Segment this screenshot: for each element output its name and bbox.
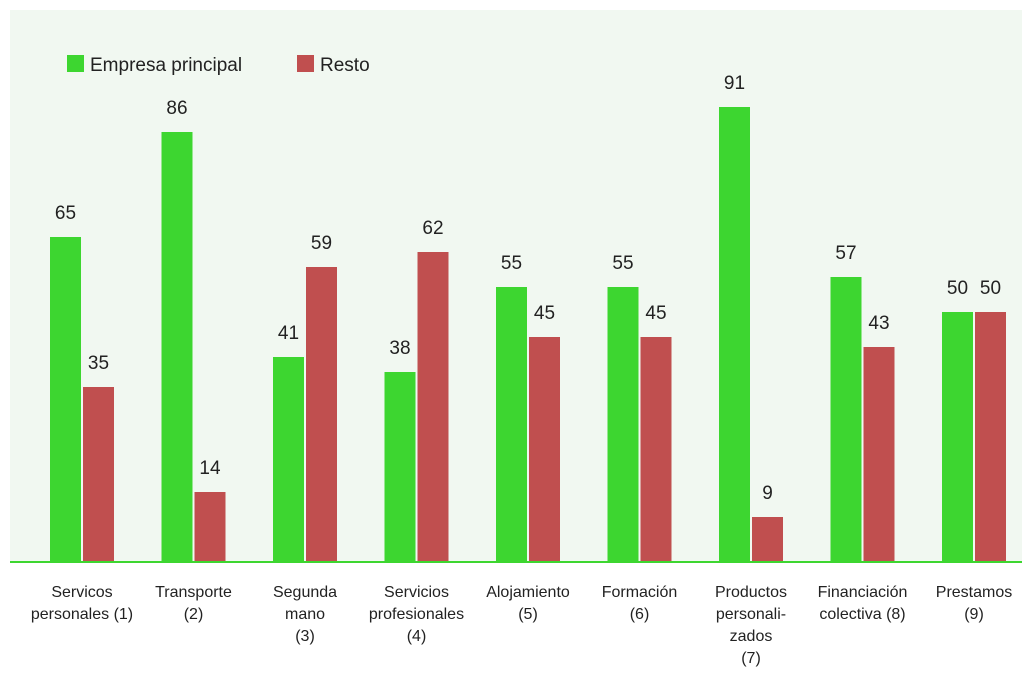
category-label-1: personales (1) bbox=[31, 606, 133, 623]
bar-empresa-principal-7 bbox=[719, 107, 750, 562]
bar-resto-4 bbox=[417, 252, 449, 562]
value-label-empresa-principal-2: 86 bbox=[166, 98, 187, 119]
value-label-resto-9: 50 bbox=[980, 278, 1001, 299]
bar-resto-9 bbox=[975, 312, 1006, 562]
bar-resto-3 bbox=[306, 267, 337, 562]
value-labels-group: 65 35 86 14 41 59 38 62 55 45 55 45 91 9 57 43 50 50 bbox=[55, 73, 1001, 504]
bar-empresa-principal-1 bbox=[50, 237, 81, 562]
category-label-5: (5) bbox=[518, 606, 538, 623]
bar-empresa-principal-6 bbox=[607, 287, 639, 562]
bar-empresa-principal-2 bbox=[161, 132, 193, 562]
bar-empresa-principal-8 bbox=[830, 277, 862, 562]
value-label-empresa-principal-9: 50 bbox=[947, 278, 968, 299]
category-label-2: (2) bbox=[184, 606, 204, 623]
bar-resto-2 bbox=[194, 492, 226, 562]
category-label-5: Alojamiento bbox=[486, 584, 570, 601]
category-label-6: (6) bbox=[630, 606, 650, 623]
bar-resto-7 bbox=[752, 517, 783, 562]
value-label-empresa-principal-1: 65 bbox=[55, 203, 76, 224]
value-label-empresa-principal-5: 55 bbox=[501, 253, 522, 274]
legend: Empresa principal Resto bbox=[67, 55, 370, 76]
value-label-empresa-principal-6: 55 bbox=[612, 253, 633, 274]
value-label-empresa-principal-3: 41 bbox=[278, 323, 299, 344]
category-label-9: Prestamos bbox=[936, 584, 1012, 601]
value-label-resto-2: 14 bbox=[199, 458, 221, 479]
bars-group bbox=[50, 107, 1006, 562]
legend-swatch-empresa-principal bbox=[67, 55, 84, 72]
category-label-8: Financiación bbox=[818, 584, 908, 601]
value-label-resto-7: 9 bbox=[762, 483, 773, 504]
value-label-empresa-principal-7: 91 bbox=[724, 73, 745, 94]
category-label-3: Segunda bbox=[273, 584, 337, 601]
value-label-empresa-principal-4: 38 bbox=[389, 338, 410, 359]
category-label-9: (9) bbox=[964, 606, 984, 623]
bar-empresa-principal-4 bbox=[384, 372, 416, 562]
category-label-7: personali- bbox=[716, 606, 786, 623]
category-labels-group: Servicos personales (1) Transporte (2) Segun… bbox=[31, 584, 1012, 667]
category-label-3: mano bbox=[285, 606, 325, 623]
category-label-7: zados bbox=[730, 628, 773, 645]
category-label-6: Formación bbox=[602, 584, 678, 601]
category-label-4: Servicios bbox=[384, 584, 449, 601]
category-label-7: Productos bbox=[715, 584, 787, 601]
legend-label-empresa-principal: Empresa principal bbox=[90, 55, 242, 76]
bar-empresa-principal-3 bbox=[273, 357, 304, 562]
category-label-1: Servicos bbox=[51, 584, 112, 601]
bar-resto-5 bbox=[529, 337, 560, 562]
value-label-resto-4: 62 bbox=[422, 218, 443, 239]
bar-resto-1 bbox=[83, 387, 114, 562]
category-label-2: Transporte bbox=[155, 584, 232, 601]
category-label-4: profesionales bbox=[369, 606, 464, 623]
bar-empresa-principal-9 bbox=[942, 312, 973, 562]
bar-resto-6 bbox=[640, 337, 672, 562]
category-label-7: (7) bbox=[741, 650, 761, 667]
value-label-resto-1: 35 bbox=[88, 353, 109, 374]
value-label-empresa-principal-8: 57 bbox=[835, 243, 856, 264]
legend-label-resto: Resto bbox=[320, 55, 370, 76]
value-label-resto-6: 45 bbox=[645, 303, 666, 324]
bar-resto-8 bbox=[863, 347, 895, 562]
value-label-resto-8: 43 bbox=[868, 313, 889, 334]
category-label-4: (4) bbox=[407, 628, 427, 645]
category-label-3: (3) bbox=[295, 628, 315, 645]
bar-empresa-principal-5 bbox=[496, 287, 527, 562]
legend-swatch-resto bbox=[297, 55, 314, 72]
category-label-8: colectiva (8) bbox=[819, 606, 905, 623]
value-label-resto-3: 59 bbox=[311, 233, 332, 254]
value-label-resto-5: 45 bbox=[534, 303, 555, 324]
